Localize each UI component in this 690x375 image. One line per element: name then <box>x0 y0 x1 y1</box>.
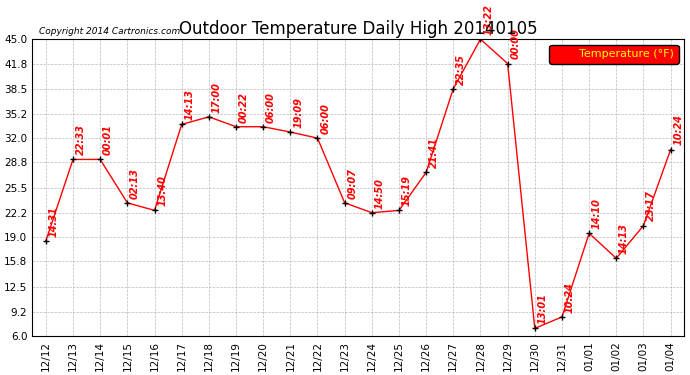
Text: 13:40: 13:40 <box>157 176 167 206</box>
Text: 21:41: 21:41 <box>429 137 439 168</box>
Text: 00:01: 00:01 <box>103 124 113 155</box>
Text: 15:19: 15:19 <box>402 176 412 206</box>
Text: 09:07: 09:07 <box>348 168 357 199</box>
Title: Outdoor Temperature Daily High 20140105: Outdoor Temperature Daily High 20140105 <box>179 20 538 38</box>
Legend: Temperature (°F): Temperature (°F) <box>549 45 679 64</box>
Text: 06:00: 06:00 <box>320 103 331 134</box>
Text: 00:00: 00:00 <box>511 28 520 59</box>
Text: 10:24: 10:24 <box>564 282 575 313</box>
Text: 22:33: 22:33 <box>76 124 86 155</box>
Text: 10:24: 10:24 <box>673 114 683 146</box>
Text: 14:13: 14:13 <box>619 224 629 254</box>
Text: 17:00: 17:00 <box>212 82 221 112</box>
Text: 14:13: 14:13 <box>184 89 195 120</box>
Text: 14:50: 14:50 <box>375 178 384 209</box>
Text: 13:01: 13:01 <box>538 293 548 324</box>
Text: 23:17: 23:17 <box>647 190 656 222</box>
Text: 02:13: 02:13 <box>130 168 140 199</box>
Text: 14:31: 14:31 <box>48 206 59 237</box>
Text: 19:09: 19:09 <box>293 97 303 128</box>
Text: Copyright 2014 Cartronics.com: Copyright 2014 Cartronics.com <box>39 27 180 36</box>
Text: 00:22: 00:22 <box>239 92 249 123</box>
Text: 14:10: 14:10 <box>592 198 602 229</box>
Text: 13:22: 13:22 <box>483 4 493 35</box>
Text: 22:35: 22:35 <box>456 54 466 84</box>
Text: 06:00: 06:00 <box>266 92 276 123</box>
